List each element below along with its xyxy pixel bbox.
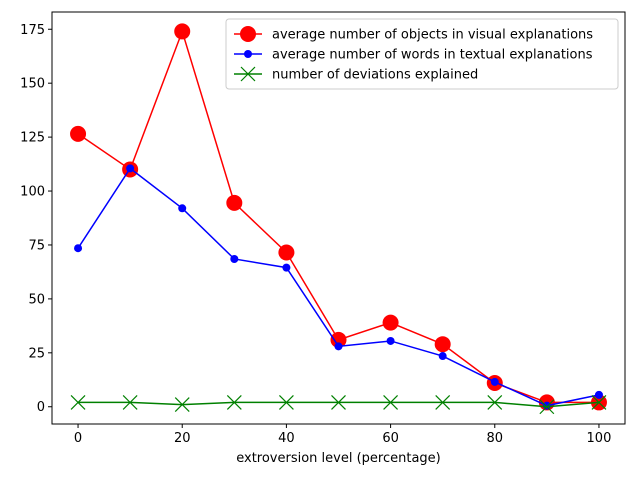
x-marker-stroke <box>591 395 607 410</box>
x-marker-stroke <box>70 395 86 410</box>
series-3-point <box>383 395 399 410</box>
series-3-point <box>435 395 451 410</box>
y-tick-label: 25 <box>28 346 45 361</box>
legend-label: average number of objects in visual expl… <box>272 28 593 43</box>
x-axis-label: extroversion level (percentage) <box>236 451 441 466</box>
series-2-point <box>178 204 187 213</box>
y-tick-label: 150 <box>20 77 45 92</box>
x-tick-label: 40 <box>278 431 295 446</box>
legend-item: number of deviations explained <box>234 66 478 83</box>
x-marker-stroke <box>331 395 346 410</box>
series-2-point <box>230 254 239 263</box>
series-3-point <box>174 397 190 413</box>
x-marker-stroke <box>278 395 294 410</box>
series-1-point <box>174 23 191 40</box>
axes-frame <box>51 11 626 425</box>
series-3-point <box>70 395 86 410</box>
x-tick-label: 100 <box>587 431 612 446</box>
series-2-point <box>438 352 447 361</box>
y-tick-label: 175 <box>20 23 45 38</box>
legend-box <box>225 18 619 90</box>
y-tick-label: 100 <box>20 185 45 200</box>
series-1-point <box>434 336 451 353</box>
y-tick-label: 125 <box>20 131 45 146</box>
axes: 0 20 40 60 80 100 0 25 50 75 100 125 150 175 <box>20 11 626 446</box>
legend-label: average number of words in textual expla… <box>272 48 593 63</box>
x-tick-label: 0 <box>74 431 82 446</box>
x-marker-stroke <box>487 395 503 410</box>
legend-marker <box>244 50 252 58</box>
series-3-point <box>278 395 294 410</box>
series-2-point <box>126 164 135 173</box>
y-tick-label: 75 <box>28 238 45 253</box>
series-3-point <box>539 399 555 415</box>
x-marker-stroke <box>174 397 190 413</box>
series-1-point <box>226 194 243 211</box>
x-tick-label: 20 <box>174 431 191 446</box>
legend: average number of objects in visual expl… <box>225 18 619 90</box>
x-tick-label: 80 <box>486 431 503 446</box>
x-marker-stroke <box>539 399 555 415</box>
legend-x-marker <box>240 66 256 82</box>
series-2-point <box>282 263 291 272</box>
series-1-point <box>330 331 347 348</box>
legend-item: average number of objects in visual expl… <box>234 26 593 43</box>
series-2-point <box>490 377 499 386</box>
series-2-point <box>74 244 83 253</box>
series-3-point <box>331 395 346 410</box>
x-marker-stroke <box>383 395 399 410</box>
series-3-point <box>122 395 138 410</box>
series-2-point <box>334 342 343 351</box>
legend-item: average number of words in textual expla… <box>234 48 593 63</box>
series-1-point <box>278 244 295 261</box>
x-tick-label: 60 <box>382 431 399 446</box>
series-2-point <box>542 401 551 410</box>
series-3-point <box>226 395 242 410</box>
plot-area <box>70 23 607 415</box>
y-tick-label: 0 <box>37 400 45 415</box>
series-3-point <box>591 395 607 410</box>
legend-label: number of deviations explained <box>272 68 478 83</box>
series-2-point <box>386 336 395 345</box>
x-marker-stroke <box>122 395 138 410</box>
legend-marker <box>240 26 256 42</box>
series-2-point <box>594 390 603 399</box>
series-1-point <box>70 125 87 142</box>
x-marker-stroke <box>226 395 242 410</box>
y-tick-label: 50 <box>28 292 45 307</box>
series-3-point <box>487 395 503 410</box>
x-marker-stroke <box>435 395 451 410</box>
series-1-point <box>382 314 399 331</box>
